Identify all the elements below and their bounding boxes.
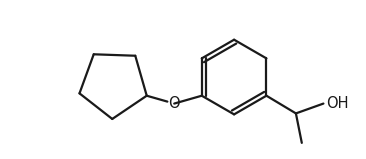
Text: OH: OH — [326, 96, 349, 111]
Text: O: O — [168, 96, 180, 111]
